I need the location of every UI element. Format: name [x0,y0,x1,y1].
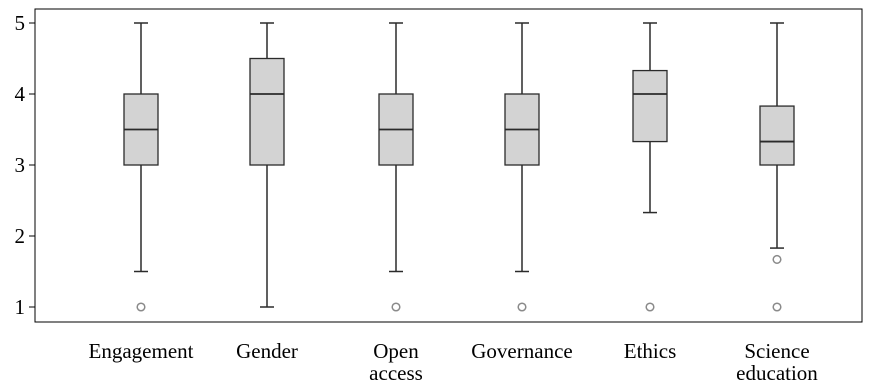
box-series [123,22,795,312]
y-axis: 1 2 3 4 5 [15,11,35,319]
y-tick-label: 2 [15,224,26,248]
box-4 [632,22,668,312]
y-tick-label: 4 [15,82,26,106]
outlier-point [645,302,655,312]
x-category-label: Ethics [624,339,677,363]
box-2 [378,22,414,312]
outlier-point [517,302,527,312]
plot-frame [34,8,863,323]
x-category-label: Open [373,339,419,363]
x-category-label: Governance [471,339,572,363]
outlier-point [136,302,146,312]
iqr-box [249,57,285,166]
iqr-box [759,105,795,166]
x-category-label: Science [744,339,809,363]
y-tick-label: 5 [15,11,26,35]
outlier-point [772,254,782,264]
outlier-point [391,302,401,312]
y-tick-label: 1 [15,295,26,319]
box-1 [249,22,285,308]
x-category-label: Gender [236,339,298,363]
box-0 [123,22,159,312]
box-3 [504,22,540,312]
box-5 [759,22,795,312]
x-category-label: access [369,361,423,385]
outlier-point [772,302,782,312]
x-category-label: education [736,361,818,385]
y-tick-label: 3 [15,153,26,177]
iqr-box [632,69,668,143]
x-category-label: Engagement [89,339,194,363]
